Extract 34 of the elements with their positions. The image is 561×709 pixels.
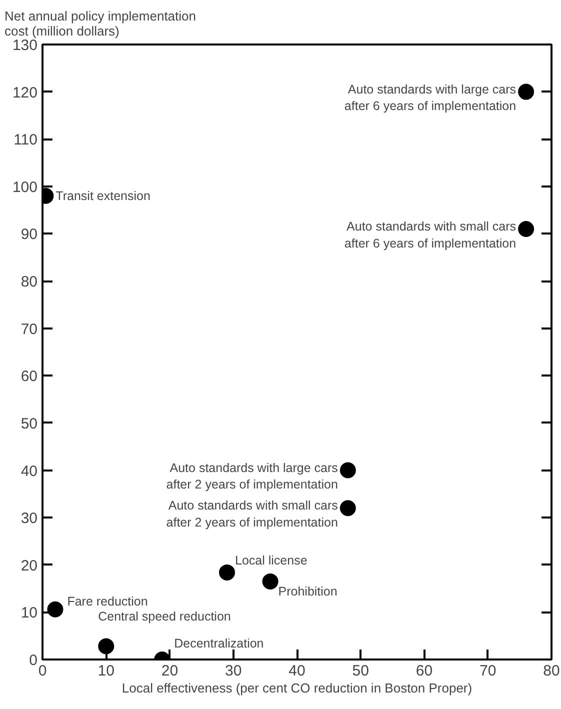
y-tick-label: 40 [20,462,38,480]
y-tick-label: 100 [12,178,38,196]
y-tick-label: 20 [20,557,38,574]
annotation: Auto standards with large cars after 2 years of implementation [166,460,338,492]
x-tick-label: 50 [352,662,369,680]
y-tick-label: 70 [20,320,38,338]
x-tick-label: 70 [480,662,496,680]
y-tick-label: 0 [29,652,38,669]
annotation: Local license [235,553,308,568]
annotation: Central speed reduction [98,609,231,624]
annotation: Auto standards with large cars after 6 years of implementation [344,82,516,114]
x-axis-title: Local effectiveness (per cent CO reduction in Boston Proper) [122,680,472,696]
y-tick-label: 130 [12,37,38,54]
x-tick-label: 60 [416,662,433,680]
y-axis-title: Net annual policy implementation cost (million dollars) [4,8,196,38]
x-tick-label: 80 [543,662,560,680]
y-tick-label: 120 [12,84,38,102]
y-tick-label: 10 [20,604,38,622]
x-tick-label: 20 [161,662,178,680]
y-tick-label: 30 [20,510,38,528]
y-tick-label: 50 [20,415,38,432]
y-tick-label: 90 [20,226,38,244]
annotation: Auto standards with small cars after 2 years of implementation [166,498,338,530]
annotation: Prohibition [278,584,338,598]
x-tick-label: 40 [288,662,306,680]
annotation: Decentralization [174,636,264,650]
x-tick-label: 10 [98,662,114,680]
x-tick-label: 30 [225,662,242,680]
y-tick-label: 110 [14,132,38,149]
annotation: Transit extension [56,188,150,203]
y-tick-label: 80 [20,274,38,291]
annotation: Auto standards with small cars after 6 years of implementation [344,220,516,250]
y-tick-label: 60 [20,368,38,386]
annotation: Fare reduction [67,594,148,608]
